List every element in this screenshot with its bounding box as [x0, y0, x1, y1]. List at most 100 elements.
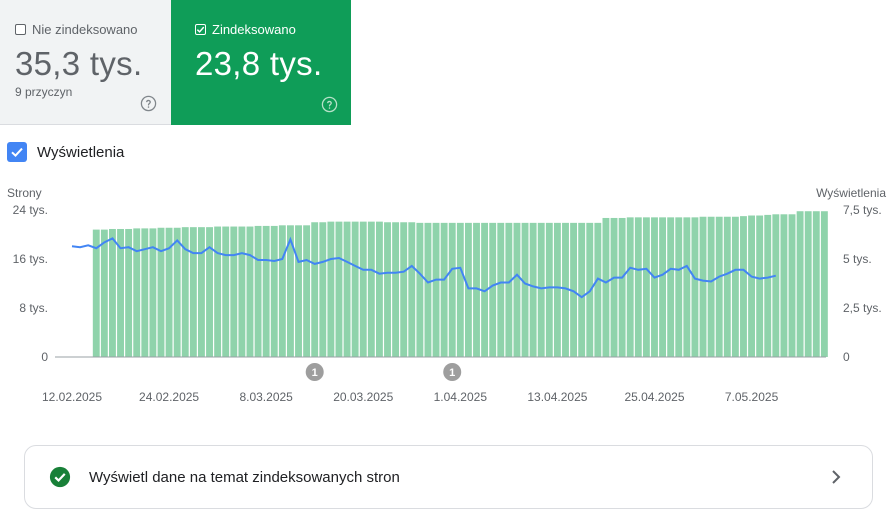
indexed-bar [278, 225, 286, 357]
indexed-bar [262, 225, 270, 357]
indexing-chart: Strony Wyświetlenia 24 tys. 16 tys. 8 tys.… [7, 186, 886, 404]
impressions-toggle[interactable]: Wyświetlenia [7, 142, 124, 162]
indexed-bar [432, 222, 440, 357]
indexed-bar [222, 226, 230, 357]
left-tick-label: 16 tys. [13, 252, 48, 266]
indexed-bar [440, 222, 448, 357]
indexed-bar [610, 217, 618, 357]
left-tick-label: 0 [41, 350, 48, 364]
indexed-bar [295, 225, 302, 357]
indexed-bar [553, 222, 561, 357]
indexed-bar [270, 225, 278, 357]
indexed-pages-details-link[interactable]: Wyświetl dane na temat zindeksowanych st… [24, 445, 873, 509]
indexed-bar [133, 228, 141, 358]
indexed-bar [343, 221, 351, 357]
indexed-bar [214, 226, 222, 357]
x-tick-label: 1.04.2025 [434, 390, 488, 404]
impressions-checkbox[interactable] [7, 142, 27, 162]
annotation-marker[interactable] [305, 363, 324, 381]
indexed-bar [384, 222, 391, 357]
indexed-bar [481, 222, 489, 357]
right-axis-ticks: 7,5 tys. 5 tys. 2,5 tys. 0 [843, 203, 882, 364]
indexed-bar [602, 217, 610, 357]
indexed-bar [570, 222, 578, 357]
indexed-bar [748, 215, 756, 357]
indexed-bar [473, 222, 480, 357]
indexed-label: Zindeksowano [212, 22, 296, 37]
indexed-bar [715, 216, 723, 357]
nonindexed-card[interactable]: Nie zindeksowano 35,3 tys. 9 przyczyn [0, 0, 171, 125]
indexed-bar [157, 227, 165, 357]
indexed-bar [456, 222, 464, 357]
indexed-bar [254, 225, 262, 357]
left-tick-label: 8 tys. [19, 301, 48, 315]
indexed-bar [230, 226, 238, 357]
indexed-bar [513, 222, 521, 357]
indexed-bar [367, 221, 375, 357]
right-tick-label: 5 tys. [843, 252, 872, 266]
indexed-bar [117, 228, 124, 357]
indexed-bar [707, 216, 715, 357]
check-icon [196, 26, 205, 33]
indexed-bar [788, 214, 796, 357]
indexed-checkbox[interactable] [195, 24, 206, 35]
indexed-bar [691, 217, 699, 357]
indexed-card[interactable]: Zindeksowano 23,8 tys. [171, 0, 351, 125]
x-tick-label: 20.03.2025 [333, 390, 393, 404]
indexed-bar [181, 227, 189, 357]
indexed-bar [416, 222, 424, 357]
indexed-bar [497, 222, 505, 357]
impressions-label: Wyświetlenia [37, 143, 125, 161]
x-tick-label: 25.04.2025 [624, 390, 684, 404]
annotation-label: 1 [312, 367, 318, 379]
indexed-bar [408, 222, 416, 357]
indexed-bar [683, 217, 691, 357]
indexed-bar [578, 222, 586, 357]
indexed-bar [537, 222, 545, 357]
indexed-bar [731, 216, 739, 357]
indexed-bar [238, 226, 246, 357]
right-axis-label: Wyświetlenia [816, 186, 886, 200]
indexed-bar [464, 222, 472, 357]
indexed-header: Zindeksowano [195, 22, 351, 37]
indexed-bar [125, 228, 133, 357]
indexed-bar [303, 225, 311, 357]
indexed-bar [206, 227, 213, 357]
indexed-bar [545, 222, 553, 357]
indexed-bar [359, 221, 367, 357]
nonindexed-checkbox[interactable] [15, 24, 26, 35]
indexed-bar [400, 222, 408, 357]
indexed-bar [335, 221, 343, 357]
help-icon[interactable] [321, 96, 338, 113]
indexed-bar [246, 226, 254, 357]
left-axis-ticks: 24 tys. 16 tys. 8 tys. 0 [13, 203, 49, 364]
indexed-bar [351, 221, 359, 357]
indexed-bar [100, 229, 108, 357]
x-tick-label: 13.04.2025 [527, 390, 587, 404]
indexed-bar [319, 222, 327, 357]
indexed-bar [667, 217, 675, 357]
indexed-bar [618, 217, 626, 357]
indexed-bar [424, 222, 432, 357]
indexed-bar [375, 221, 383, 357]
annotation-marker[interactable] [443, 363, 462, 381]
nonindexed-header: Nie zindeksowano [15, 22, 171, 37]
indexed-bar [642, 217, 650, 357]
indexed-bar [311, 222, 319, 357]
indexed-bar [392, 222, 400, 357]
indexed-bar [812, 211, 820, 357]
nonindexed-reasons: 9 przyczyn [15, 85, 73, 99]
indexed-bar [448, 222, 456, 357]
indexed-bar [651, 217, 658, 357]
left-axis-label: Strony [7, 186, 42, 200]
details-link-label: Wyświetl dane na temat zindeksowanych st… [89, 468, 400, 486]
indexed-bar [723, 216, 731, 357]
help-icon[interactable] [140, 95, 157, 112]
right-tick-label: 7,5 tys. [843, 203, 882, 217]
indexed-bar [659, 217, 667, 357]
x-tick-label: 24.02.2025 [139, 390, 199, 404]
indexed-bar [92, 229, 100, 357]
indexed-bar [521, 222, 529, 357]
bar-series [92, 211, 828, 358]
